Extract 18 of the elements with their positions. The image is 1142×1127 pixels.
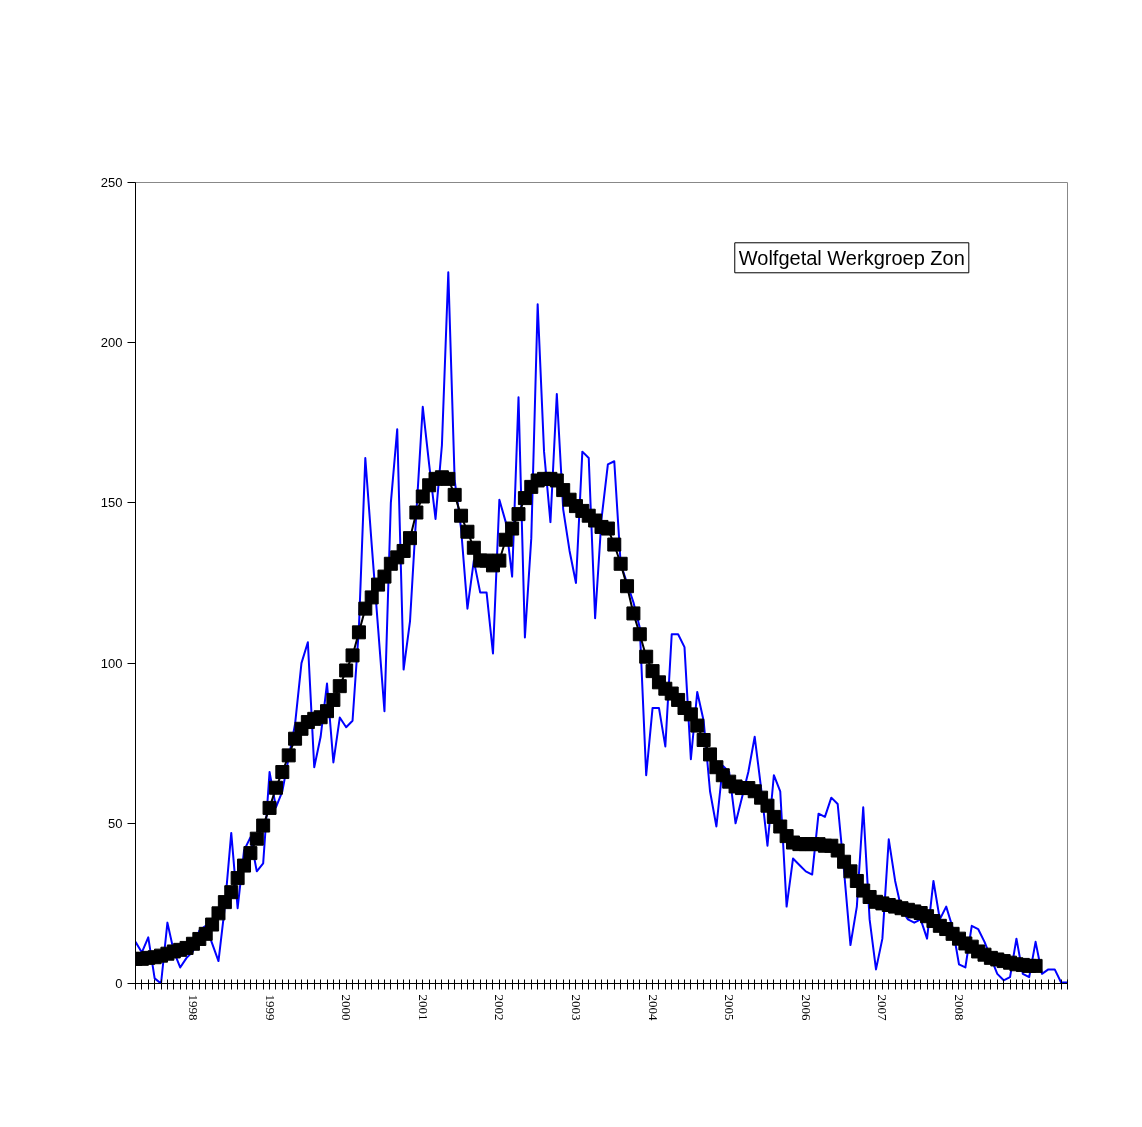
x-tick-label: 2002	[492, 994, 508, 1021]
y-tick-label: 250	[100, 175, 123, 190]
x-tick-label: 2001	[415, 994, 431, 1021]
x-tick-label: 2008	[951, 994, 967, 1021]
x-tick-label: 2003	[568, 994, 584, 1021]
x-tick-label: 2005	[722, 994, 738, 1021]
x-tick-label: 2000	[339, 994, 355, 1021]
y-tick-label: 200	[100, 335, 123, 351]
x-tick-label: 1999	[262, 994, 278, 1021]
y-tick-label: 150	[100, 495, 123, 511]
x-tick-label: 2006	[798, 994, 814, 1021]
y-tick-label: 100	[100, 655, 123, 671]
y-tick-label: 50	[108, 815, 123, 831]
x-tick-label: 2007	[875, 994, 891, 1021]
y-tick-label: 0	[115, 976, 123, 991]
text: Wolfgetal Werkgroep Zon	[738, 246, 965, 269]
x-tick-label: 2004	[645, 994, 661, 1021]
x-tick-label: 1998	[185, 994, 201, 1021]
